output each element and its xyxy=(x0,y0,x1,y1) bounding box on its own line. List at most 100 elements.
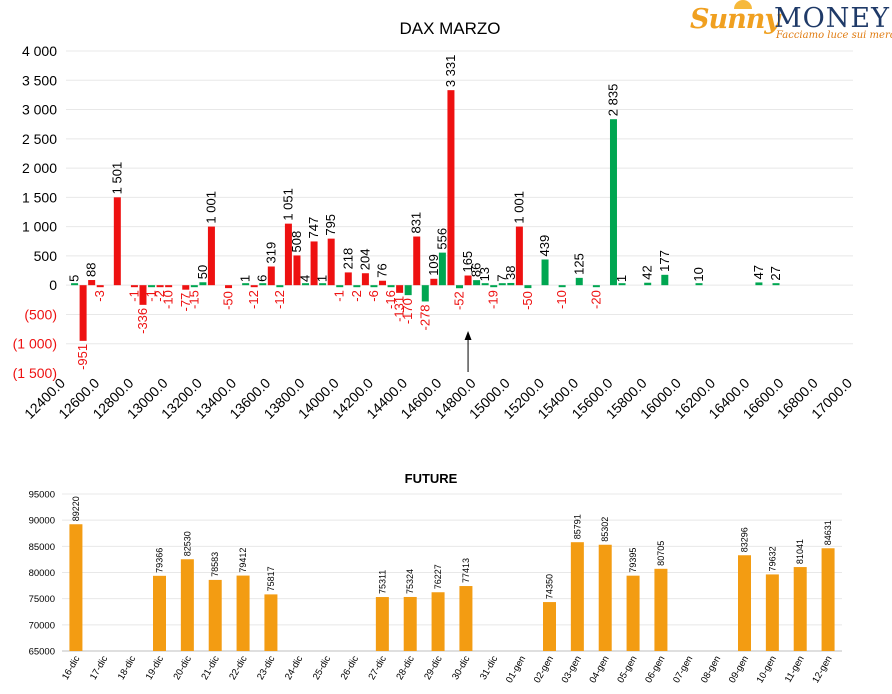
future-value-label: 79366 xyxy=(155,548,165,573)
dax-value-label: 795 xyxy=(323,214,338,236)
dax-value-label: -10 xyxy=(161,290,176,309)
dax-value-label: 6 xyxy=(255,275,270,282)
future-bar xyxy=(570,542,584,651)
dax-bar-green xyxy=(302,283,310,286)
dax-bar-green xyxy=(755,282,763,286)
dax-bar-green xyxy=(370,285,378,288)
sun-icon xyxy=(734,0,752,9)
dax-bar-red xyxy=(207,226,215,286)
dax-value-label: -2 xyxy=(349,290,364,302)
x-tick-label: 06-gen xyxy=(643,654,667,685)
dax-bar-green xyxy=(319,283,327,286)
y-tick-label: 3 500 xyxy=(22,72,57,88)
dax-bar-red xyxy=(430,278,438,286)
dax-bar-red xyxy=(361,273,369,286)
future-value-label: 75324 xyxy=(405,569,415,594)
dax-bar-red xyxy=(130,285,138,288)
future-value-label: 79395 xyxy=(628,548,638,573)
dax-bar-red xyxy=(88,280,96,286)
dax-value-label: 831 xyxy=(409,212,424,234)
dax-bar-green xyxy=(541,259,549,286)
dax-value-label: -12 xyxy=(246,290,261,309)
y-tick-label: 1 500 xyxy=(22,189,57,205)
dax-value-label: -131 xyxy=(392,296,407,322)
dax-bar-red xyxy=(267,266,275,286)
logo-tagline: Facciamo luce sui mercati xyxy=(776,30,892,41)
chart-title-dax: DAX MARZO xyxy=(399,19,500,38)
dax-bar-red xyxy=(515,226,523,286)
dax-value-label: 1 051 xyxy=(280,188,295,221)
dax-value-label: 7 xyxy=(494,275,509,282)
y-tick-label: 2 500 xyxy=(22,131,57,147)
dax-value-label: 3 331 xyxy=(443,55,458,88)
dax-value-label: 50 xyxy=(195,265,210,279)
dax-bar-green xyxy=(490,285,498,288)
dax-bar-red xyxy=(250,285,258,288)
dax-value-label: 13 xyxy=(477,267,492,281)
x-tick-label: 01-gen xyxy=(504,654,528,685)
x-tick-label: 17-dic xyxy=(88,654,111,682)
dax-bar-red xyxy=(165,285,173,288)
future-bar xyxy=(264,594,278,651)
dax-value-label: -336 xyxy=(135,308,150,334)
dax-value-label: -278 xyxy=(417,304,432,330)
dax-value-label: -6 xyxy=(366,290,381,302)
dax-value-label: -10 xyxy=(554,290,569,309)
dax-value-label: 125 xyxy=(571,253,586,275)
dax-bar-green xyxy=(387,285,395,288)
dax-bar-green xyxy=(438,252,446,286)
dax-bar-green xyxy=(609,119,617,286)
dax-value-label: 1 xyxy=(614,275,629,282)
future-bar xyxy=(208,579,222,651)
dax-value-label: 38 xyxy=(503,265,518,279)
dax-bar-red xyxy=(344,272,352,286)
future-value-label: 80705 xyxy=(656,541,666,566)
dax-value-label: 177 xyxy=(657,250,672,272)
future-bar xyxy=(459,586,473,651)
dax-value-label: 1 001 xyxy=(511,191,526,224)
dax-bar-green xyxy=(498,283,506,286)
dax-value-label: -20 xyxy=(588,290,603,309)
y-tick-label: (1 000) xyxy=(13,336,57,352)
dax-value-label: -50 xyxy=(520,291,535,310)
y-tick-label: 70000 xyxy=(29,620,55,631)
x-tick-label: 04-gen xyxy=(587,654,611,685)
dax-bar-green xyxy=(661,274,669,286)
x-tick-label: 25-dic xyxy=(311,654,334,682)
x-tick-label: 20-dic xyxy=(171,654,194,682)
dax-value-label: 27 xyxy=(768,266,783,280)
logo-brand-money: MONEY xyxy=(774,3,890,34)
future-value-label: 75817 xyxy=(266,566,276,591)
x-tick-label: 28-dic xyxy=(394,654,417,682)
x-tick-label: 16-dic xyxy=(60,654,83,682)
dax-bar-red xyxy=(293,255,301,286)
future-value-label: 77413 xyxy=(461,558,471,583)
dax-value-label: 10 xyxy=(691,267,706,281)
dax-bar-green xyxy=(618,283,626,286)
dax-value-label: -170 xyxy=(400,298,415,324)
dax-value-label: -16 xyxy=(383,290,398,309)
future-bar xyxy=(821,548,835,651)
dax-bar-green xyxy=(421,285,429,302)
dax-value-label: 88 xyxy=(84,263,99,277)
logo-brand-sunny: Sunny xyxy=(690,4,780,35)
dax-value-label: 319 xyxy=(263,242,278,264)
dax-value-label: -1 xyxy=(126,290,141,302)
future-bar xyxy=(236,575,250,651)
future-bar xyxy=(180,559,194,651)
dax-value-label: 747 xyxy=(306,217,321,239)
x-tick-label: 23-dic xyxy=(255,654,278,682)
x-tick-label: 18-dic xyxy=(116,654,139,682)
x-tick-label: 31-dic xyxy=(478,654,501,682)
dax-value-label: 2 835 xyxy=(605,84,620,117)
future-value-label: 76227 xyxy=(433,564,443,589)
future-bar xyxy=(153,575,166,651)
dax-bar-red xyxy=(225,285,233,289)
future-bar xyxy=(738,555,751,651)
y-tick-label: (1 500) xyxy=(13,365,57,381)
future-value-label: 82530 xyxy=(182,531,192,556)
future-bar xyxy=(403,596,417,651)
dax-bar-red xyxy=(413,236,421,286)
dax-value-label: -19 xyxy=(486,290,501,309)
x-tick-label: 19-dic xyxy=(144,654,167,682)
